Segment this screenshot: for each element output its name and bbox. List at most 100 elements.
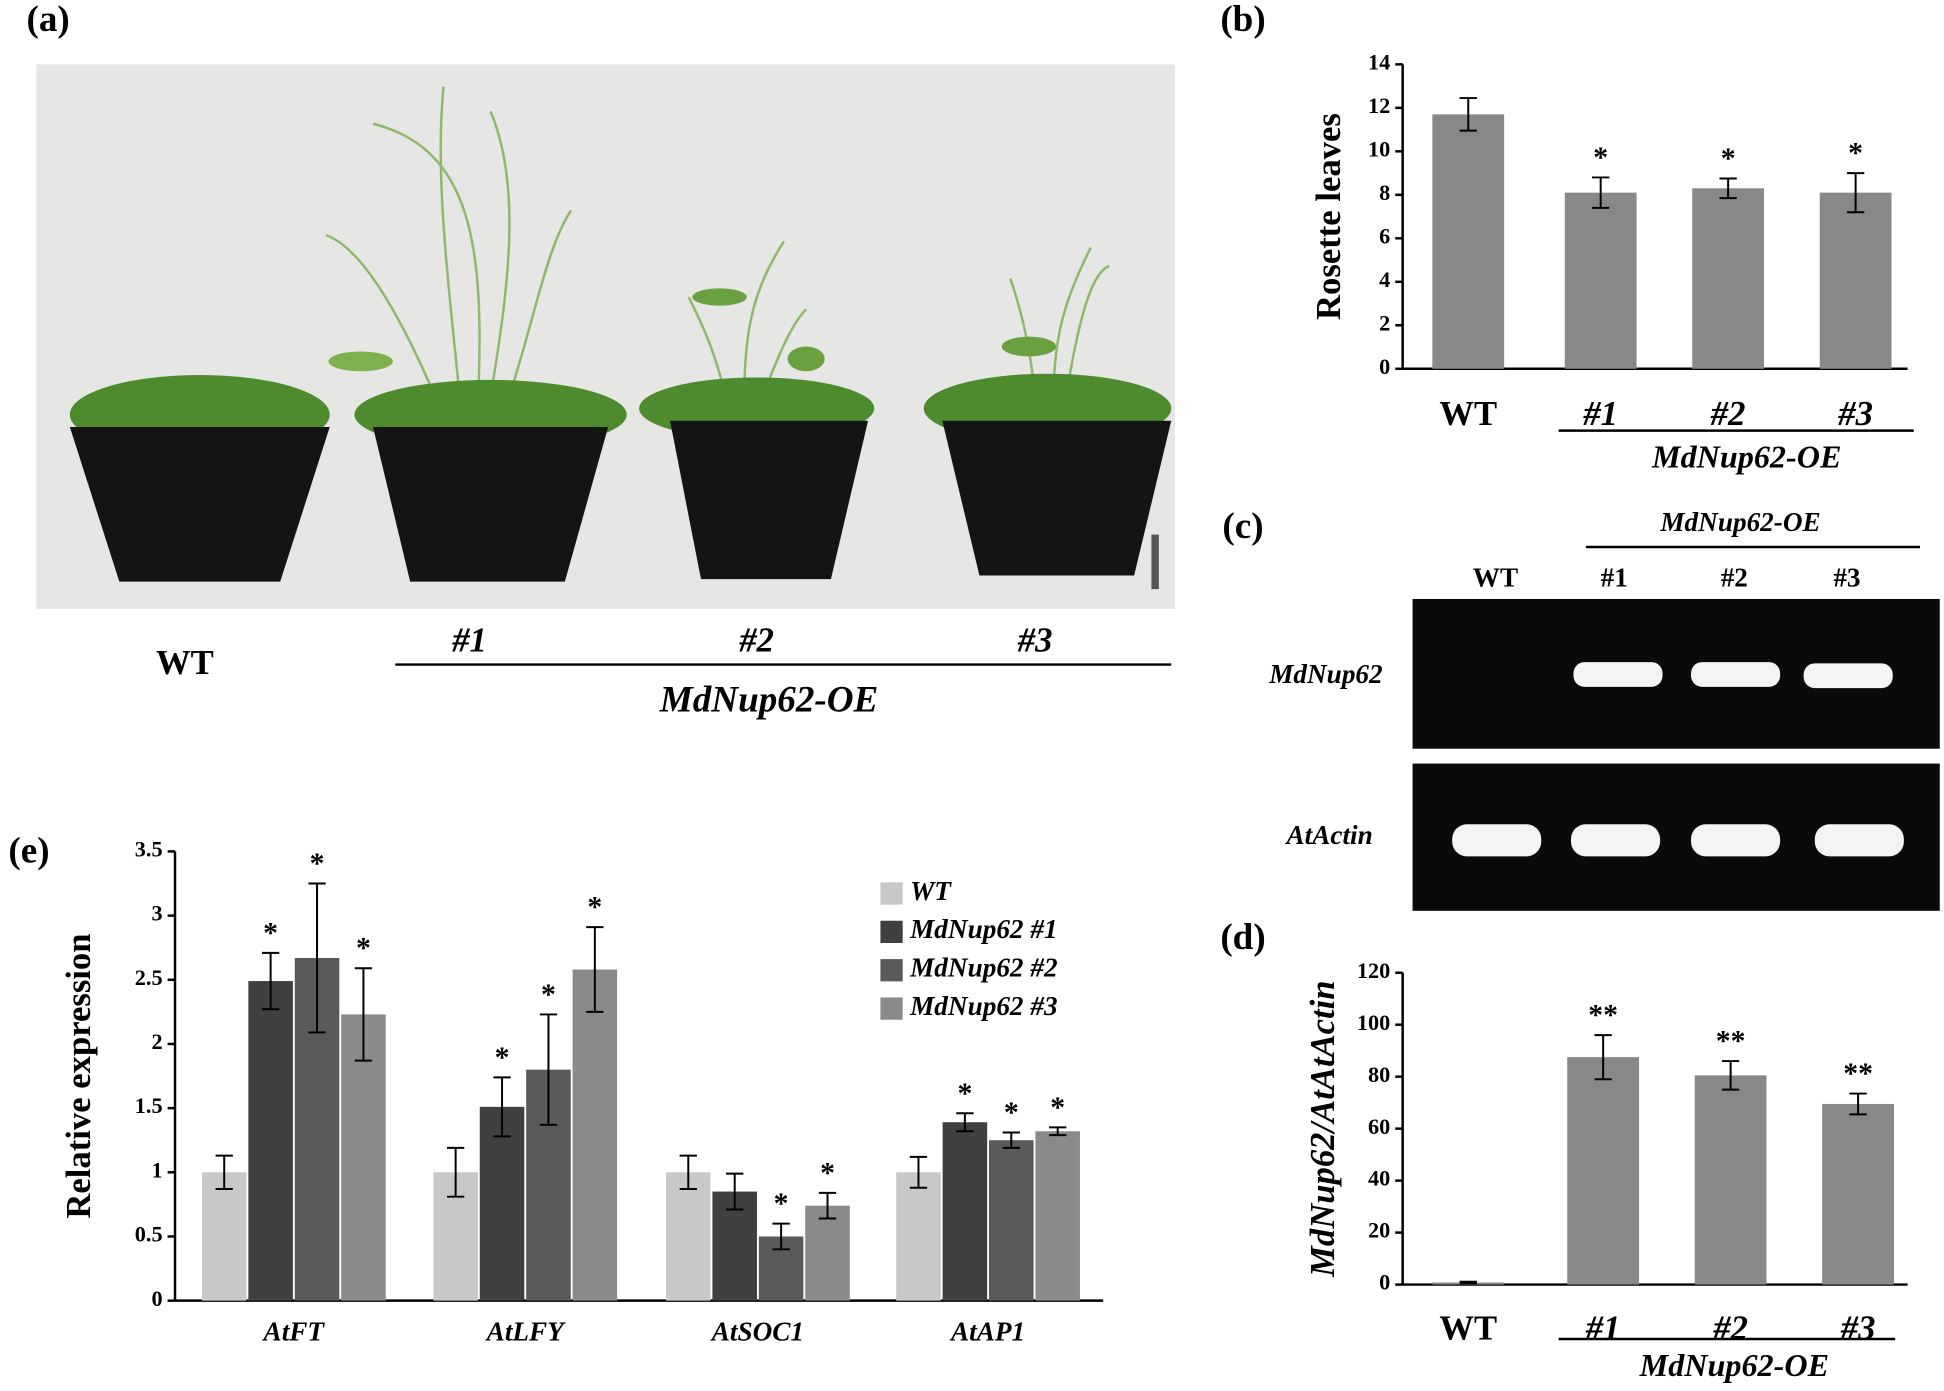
row-label: AtActin <box>1285 820 1373 850</box>
row-label: MdNup62 <box>1268 659 1382 689</box>
x-tick-label: WT <box>1439 395 1497 433</box>
line-label: #1 <box>451 621 487 659</box>
bar <box>1819 192 1892 369</box>
y-axis-label: MdNup62/AtAtActin <box>1304 980 1342 1277</box>
significance: * <box>1848 138 1863 170</box>
significance: * <box>587 892 602 924</box>
line-label: #3 <box>1017 621 1053 659</box>
x-tick-label: #3 <box>1837 395 1873 433</box>
x-tick-label: WT <box>1439 1310 1497 1348</box>
panel-label: (a) <box>27 0 70 40</box>
bar <box>572 969 618 1301</box>
y-tick-label: 100 <box>1357 1010 1390 1035</box>
line-label: #2 <box>738 621 774 659</box>
x-tick-label: #2 <box>1712 1310 1748 1348</box>
bar <box>805 1205 850 1301</box>
x-tick-label: AtAP1 <box>949 1316 1025 1346</box>
y-tick-label: 6 <box>1379 223 1390 248</box>
group-label: MdNup62-OE <box>1651 439 1841 475</box>
x-tick-label: #3 <box>1840 1310 1876 1348</box>
significance: ** <box>1588 1000 1618 1032</box>
bar <box>942 1122 988 1301</box>
lane-label: #1 <box>1601 563 1628 593</box>
group-label: MdNup62-OE <box>1659 507 1820 537</box>
bar <box>201 1172 247 1301</box>
y-tick-label: 10 <box>1368 136 1390 161</box>
significance: * <box>1004 1097 1019 1129</box>
y-tick-label: 3.5 <box>135 837 163 862</box>
y-tick-label: 80 <box>1368 1062 1390 1087</box>
y-tick-label: 0.5 <box>135 1222 163 1247</box>
y-tick-label: 14 <box>1368 49 1390 74</box>
legend-label: MdNup62 #3 <box>909 991 1057 1021</box>
legend-label: WT <box>910 876 952 906</box>
y-axis-label: Rosette leaves <box>1310 113 1348 320</box>
bar <box>1692 188 1765 369</box>
legend-label: MdNup62 #1 <box>909 914 1057 944</box>
significance: * <box>356 933 371 965</box>
y-tick-label: 2 <box>1379 310 1390 335</box>
bar <box>896 1172 941 1301</box>
bar <box>1567 1057 1640 1285</box>
significance: * <box>310 848 325 880</box>
y-tick-label: 40 <box>1368 1166 1390 1191</box>
x-tick-label: #1 <box>1585 1310 1621 1348</box>
x-tick-label: AtLFY <box>485 1316 566 1346</box>
y-tick-label: 4 <box>1379 267 1390 292</box>
lane-label: #2 <box>1721 563 1748 593</box>
y-tick-label: 1.5 <box>135 1093 163 1118</box>
bar <box>1564 192 1637 369</box>
bar <box>479 1106 525 1301</box>
significance: ** <box>1843 1058 1873 1090</box>
significance: ** <box>1716 1026 1746 1058</box>
panel-label: (c) <box>1222 506 1263 547</box>
group-label: MdNup62-OE <box>659 679 879 720</box>
y-tick-label: 8 <box>1379 180 1390 205</box>
y-tick-label: 60 <box>1368 1114 1390 1139</box>
y-tick-label: 12 <box>1368 93 1390 118</box>
significance: * <box>774 1188 789 1220</box>
y-tick-label: 20 <box>1368 1218 1390 1243</box>
significance: * <box>1050 1092 1065 1124</box>
legend-swatch <box>880 997 903 1020</box>
bar <box>248 981 293 1301</box>
wt-label: WT <box>156 644 214 682</box>
y-axis-label: Relative expression <box>60 933 98 1218</box>
significance: * <box>263 917 278 949</box>
x-tick-label: #1 <box>1582 395 1618 433</box>
x-tick-label: AtSOC1 <box>710 1316 804 1346</box>
y-tick-label: 0 <box>152 1286 163 1311</box>
y-tick-label: 3 <box>152 901 163 926</box>
significance: * <box>1593 142 1608 174</box>
legend-label: MdNup62 #2 <box>909 952 1057 982</box>
significance: * <box>541 979 556 1011</box>
panel-label: (b) <box>1220 0 1265 40</box>
y-tick-label: 0 <box>1379 1270 1390 1295</box>
bar <box>1694 1075 1767 1285</box>
panel-label: (e) <box>8 830 49 871</box>
lane-label: #3 <box>1833 563 1860 593</box>
bar <box>989 1140 1034 1301</box>
x-tick-label: AtFT <box>262 1316 326 1346</box>
significance: * <box>820 1157 835 1189</box>
panel-label: (d) <box>1220 917 1265 958</box>
bar <box>1432 114 1505 369</box>
y-tick-label: 0 <box>1379 354 1390 379</box>
lane-label: WT <box>1473 563 1518 593</box>
bar <box>1822 1103 1894 1285</box>
bar <box>341 1014 386 1301</box>
bar <box>1035 1131 1080 1301</box>
significance: * <box>495 1042 510 1074</box>
bar <box>666 1172 711 1301</box>
photo <box>36 64 1175 609</box>
gel-image <box>1412 598 1940 911</box>
legend-swatch <box>880 920 903 944</box>
y-tick-label: 2 <box>152 1029 163 1054</box>
y-tick-label: 120 <box>1357 958 1390 983</box>
y-tick-label: 2.5 <box>135 965 163 990</box>
significance: * <box>1721 143 1736 175</box>
y-tick-label: 1 <box>152 1157 163 1182</box>
significance: * <box>957 1078 972 1110</box>
